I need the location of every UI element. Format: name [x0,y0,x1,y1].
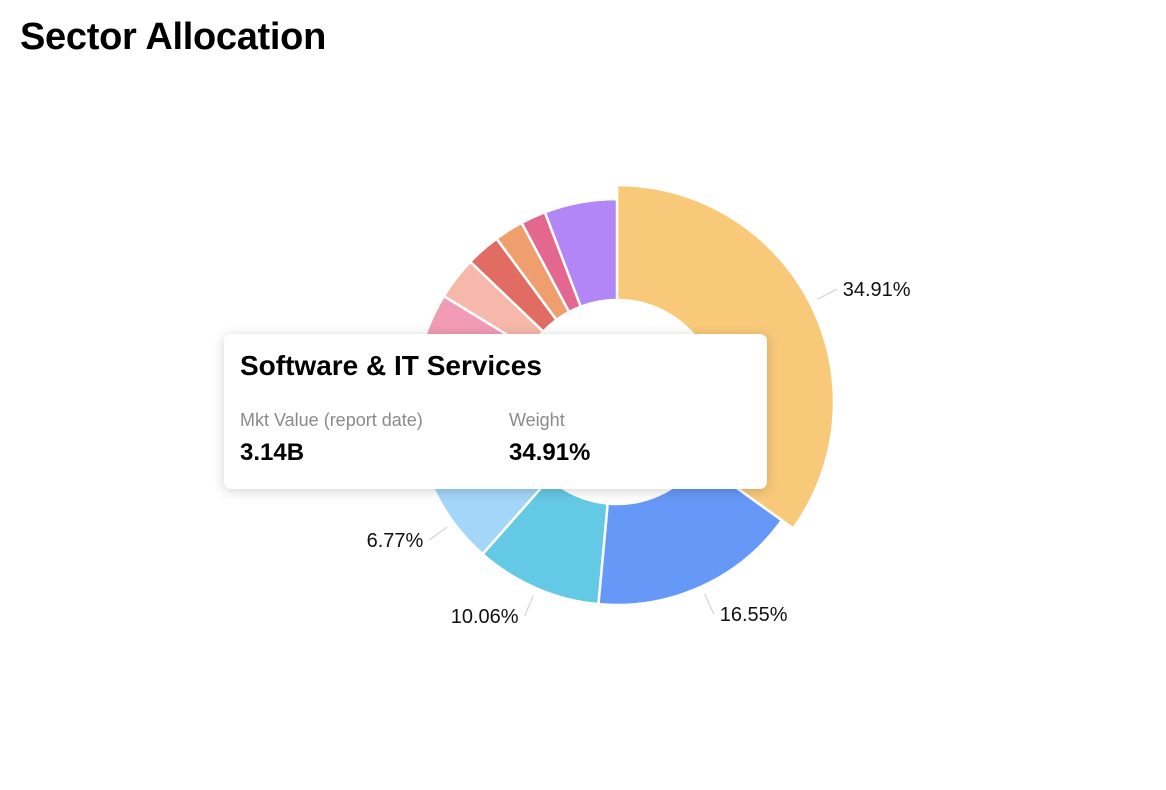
tooltip-mkt-value: Mkt Value (report date) 3.14B [240,410,423,467]
label-leader-line [524,595,534,617]
chart-tooltip: Software & IT Services Mkt Value (report… [224,334,767,489]
page-title: Sector Allocation [20,16,326,58]
tooltip-mkt-value-label: Mkt Value (report date) [240,410,423,430]
slice-percent-label: 34.91% [843,279,911,301]
label-leader-line [704,593,715,615]
tooltip-weight: Weight 34.91% [509,410,590,467]
donut-slice[interactable] [543,197,619,309]
tooltip-mkt-value-value: 3.14B [240,439,305,466]
slice-percent-label: 6.77% [367,530,424,552]
tooltip-title: Software & IT Services [240,350,542,381]
tooltip-weight-label: Weight [509,410,565,430]
slice-percent-label: 10.06% [451,606,519,628]
tooltip-weight-value: 34.91% [509,439,591,466]
slice-percent-label: 16.55% [720,604,788,626]
label-leader-line [428,526,448,541]
label-leader-line [816,288,838,300]
